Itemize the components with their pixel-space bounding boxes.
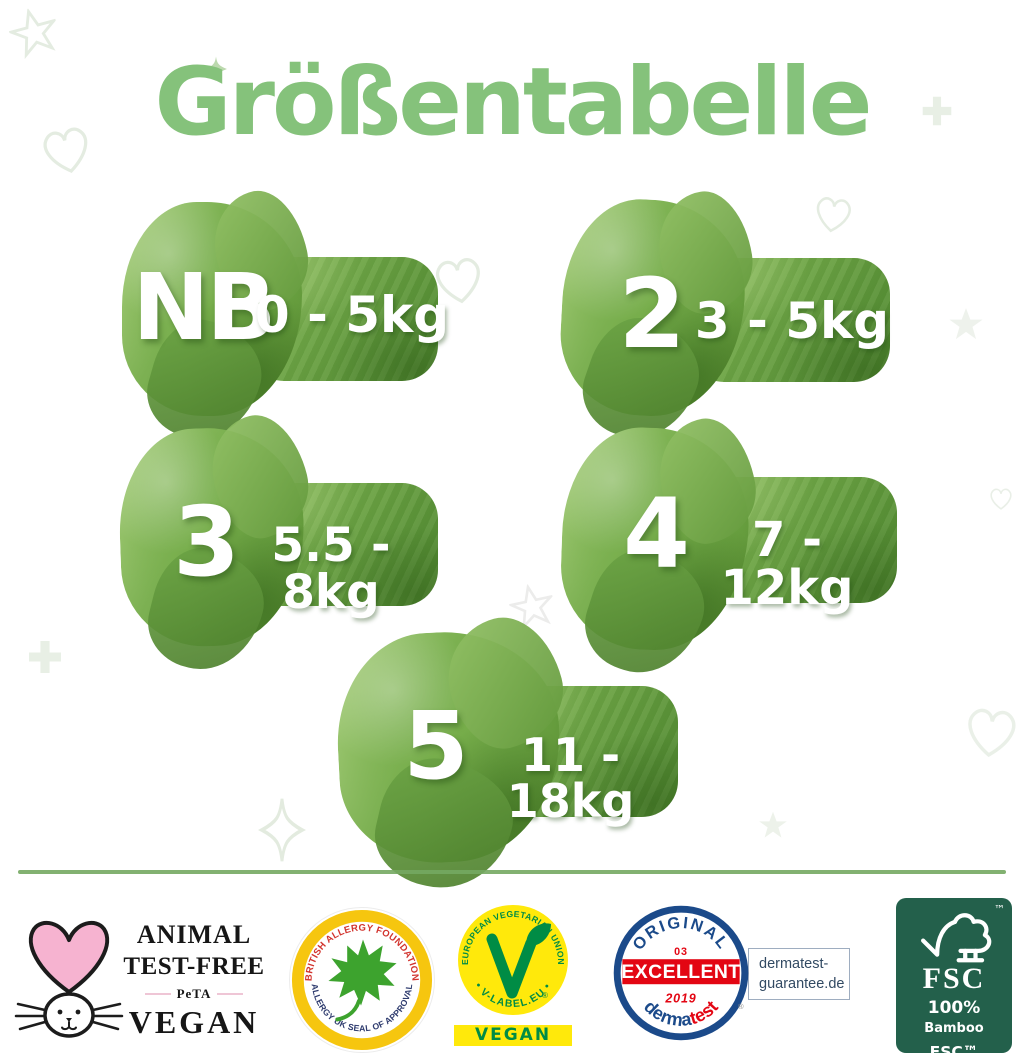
allergy-uk-seal: BRITISH ALLERGY FOUNDATION • ALLERGY UK … (286, 898, 435, 1053)
vlabel-v-leaf-icon (486, 923, 551, 999)
decor-plus-icon (26, 638, 64, 676)
size-number: 4 (623, 478, 690, 590)
dermatest-year: 2019 (664, 991, 696, 1005)
peta-line1: ANIMAL (136, 920, 252, 949)
dermatest-seal: ORIGINAL 03 EXCELLENT 2019 dermatest ® (613, 905, 749, 1041)
decor-star-icon (948, 306, 984, 342)
vlabel-vegan-banner: VEGAN (454, 1025, 572, 1046)
peta-line3: VEGAN (128, 1004, 260, 1040)
dermatest-note-line2: guarantee.de (759, 976, 845, 992)
fsc-label: ™ FSC 100% Bamboo FSC™ C146675 (896, 898, 1012, 1053)
watercolor-blob (122, 202, 302, 416)
weight-range: 0 - 5kg (254, 286, 450, 344)
fsc-brand: FSC (922, 962, 986, 995)
dermatest-banner-ribbon (622, 959, 740, 985)
decor-heart-icon (809, 191, 856, 238)
vlabel-registered-mark: ® (542, 991, 548, 1000)
fsc-tree-check-icon (921, 913, 992, 963)
dermatest-note-line1: dermatest- (759, 955, 829, 972)
dermatest-banner: EXCELLENT (621, 961, 740, 983)
size-number: NB (132, 254, 276, 361)
weight-range: 7 - 12kg (720, 512, 854, 616)
weight-range: 5.5 - 8kg (271, 518, 391, 620)
fsc-percent: 100% (927, 998, 981, 1018)
decor-heart-icon (988, 486, 1014, 512)
size-number: 5 (403, 692, 468, 801)
decor-sparkle-icon (258, 798, 306, 863)
decor-star-icon (5, 3, 64, 62)
peta-rule-left (144, 993, 171, 995)
weight-range: 11 - 18kg (506, 728, 635, 828)
fsc-trademark: ™ (994, 903, 1005, 916)
decor-star-icon (758, 810, 788, 840)
peta-badge: ANIMAL TEST-FREE PeTA VEGAN (14, 906, 268, 1046)
v-label-seal: EUROPEAN VEGETARIAN UNION • V-LABEL.EU •… (458, 905, 568, 1015)
divider (18, 870, 1006, 874)
weight-range: 3 - 5kg (694, 292, 890, 350)
peta-brand: PeTA (176, 986, 212, 1001)
decor-heart-icon (959, 701, 1023, 765)
peta-bunny-icon (14, 920, 124, 1038)
dermatest-note-box: dermatest- guarantee.de (748, 948, 850, 1000)
size-number: 2 (618, 258, 686, 370)
peta-rule-right (217, 993, 244, 995)
peta-line2: TEST-FREE (123, 953, 265, 980)
fsc-license: FSC™ C146675 (929, 1043, 979, 1053)
page-title: Größentabelle (154, 48, 873, 157)
dermatest-month: 03 (674, 946, 688, 958)
size-number: 3 (173, 486, 240, 598)
allergy-leaf-icon (328, 939, 397, 1022)
fsc-material: Bamboo (924, 1021, 984, 1036)
dermatest-registered-mark: ® (738, 1002, 744, 1011)
